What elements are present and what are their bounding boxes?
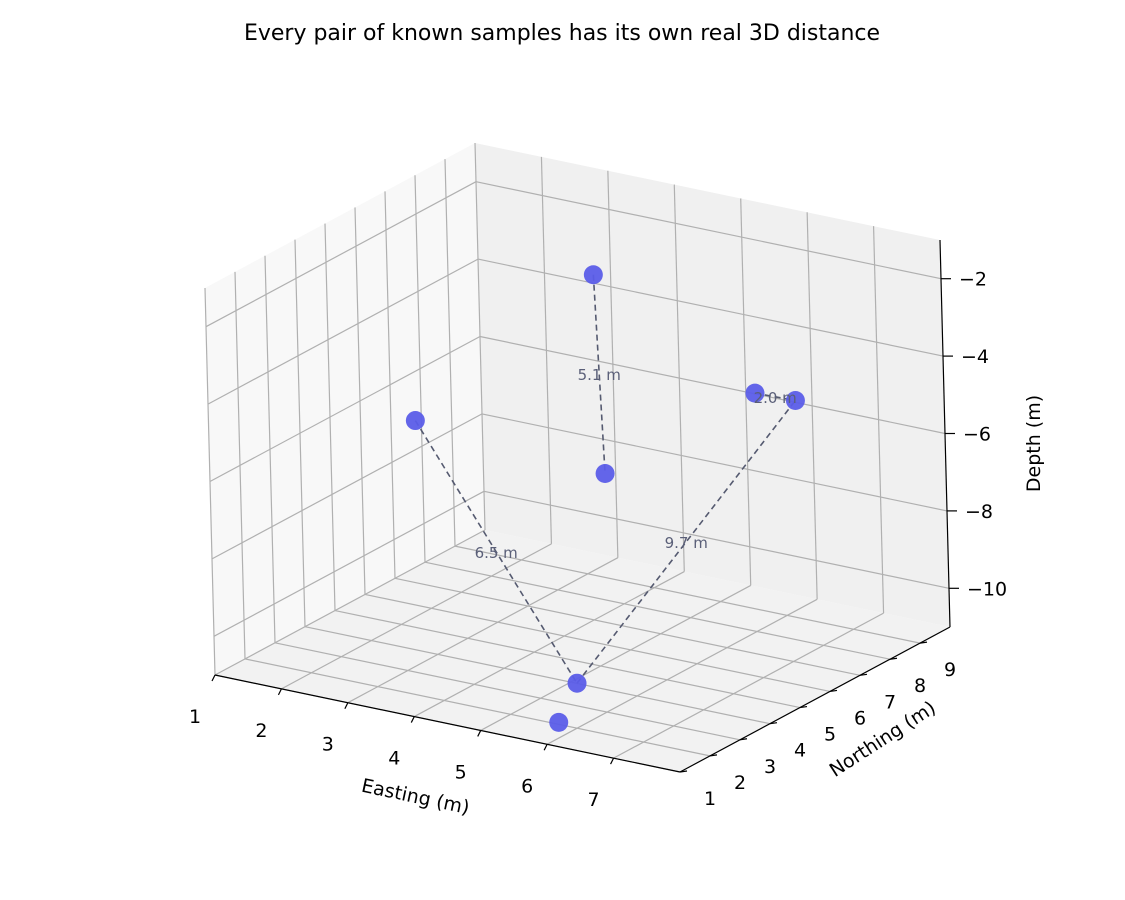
grid-x-floor [347, 557, 619, 704]
grid-z-back [483, 490, 950, 589]
y-tick-mark [889, 657, 898, 660]
y-tick-mark [859, 673, 868, 676]
y-tick-label: 8 [914, 675, 926, 697]
sample-point [595, 463, 615, 483]
x-tick-mark [410, 716, 415, 723]
y-tick-mark [919, 641, 928, 644]
grid-y-floor [244, 658, 711, 757]
grid-z-left [207, 258, 479, 405]
grid-y-floor [454, 545, 921, 644]
x-tick-label: 3 [322, 734, 334, 756]
grid-x-floor [480, 584, 751, 731]
x-tick-mark [543, 744, 548, 751]
x-tick-label: 6 [521, 775, 533, 797]
floor-pane [215, 530, 950, 772]
grid-x-floor [414, 571, 685, 718]
axis-panes [205, 143, 950, 772]
y-tick-label: 9 [944, 659, 956, 681]
z-tick-label: −8 [965, 501, 993, 523]
grid-z-left [205, 181, 477, 328]
grid-z-back [481, 413, 948, 512]
grid-y-floor [394, 577, 861, 676]
distance-label: 2.0 m [754, 389, 797, 407]
grid-lines [204, 142, 950, 773]
distance-label: 6.5 m [475, 544, 518, 562]
sample-points [405, 265, 805, 732]
x-tick-label: 5 [455, 761, 467, 783]
y-tick-label: 6 [854, 707, 866, 729]
sample-point [745, 383, 765, 403]
grid-y-floor [424, 561, 891, 660]
x-tick-label: 7 [588, 789, 600, 811]
grid-z-left [209, 335, 481, 483]
distance-label: 5.1 m [578, 366, 621, 384]
x-tick-mark [610, 757, 615, 765]
y-tick-label: 1 [704, 788, 716, 810]
y-tick-mark [769, 722, 778, 725]
z-tick-label: −2 [959, 269, 987, 291]
grid-x-floor [214, 529, 486, 676]
grid-y-floor [334, 609, 801, 709]
y-tick-mark [709, 754, 718, 757]
sample-point [583, 265, 603, 285]
x-tick-mark [477, 730, 482, 737]
x-tick-label: 1 [189, 706, 201, 728]
z-axis-label: Depth (m) [1023, 395, 1045, 492]
grid-y-floor [364, 593, 831, 693]
sample-point [567, 673, 587, 693]
chart-title: Every pair of known samples has its own … [244, 21, 880, 46]
sample-point [549, 712, 569, 732]
distance-link [414, 420, 578, 684]
distance-labels: 5.1 m 2.0 m 6.5 m 9.7 m [475, 366, 797, 562]
grid-y-floor [274, 642, 741, 741]
x-tick-mark [211, 674, 216, 682]
grid-z-left [211, 413, 483, 560]
grid-x-floor [613, 612, 884, 759]
grid-z-back [475, 181, 942, 280]
sample-point [405, 411, 425, 431]
x-tick-mark [344, 702, 349, 709]
y-tick-label: 7 [884, 691, 896, 713]
y-tick-label: 2 [734, 772, 746, 794]
grid-z-back [479, 335, 946, 435]
z-tick-label: −10 [967, 578, 1007, 600]
x-tick-label: 4 [388, 748, 400, 770]
y-tick-mark [679, 770, 688, 773]
grid-x-floor [546, 598, 818, 745]
y-tick-label: 4 [794, 740, 806, 762]
z-tick-label: −6 [963, 424, 991, 446]
distance-label: 9.7 m [665, 534, 708, 552]
y-tick-mark [739, 738, 748, 741]
sample-point [785, 390, 805, 410]
x-axis-line [214, 674, 681, 773]
x-tick-label: 2 [255, 720, 267, 742]
y-axis-label: Northing (m) [826, 697, 940, 782]
y-tick-mark [799, 705, 808, 709]
distance-link [592, 274, 606, 474]
y-axis-line [679, 626, 951, 773]
y-tick-mark [829, 689, 838, 693]
y-tick-label: 3 [764, 756, 776, 778]
grid-z-left [213, 490, 485, 637]
z-tick-label: −4 [961, 346, 989, 368]
grid-y-floor [304, 626, 771, 725]
y-tick-label: 5 [824, 724, 836, 746]
grid-z-back [477, 258, 944, 357]
x-tick-mark [277, 688, 282, 696]
